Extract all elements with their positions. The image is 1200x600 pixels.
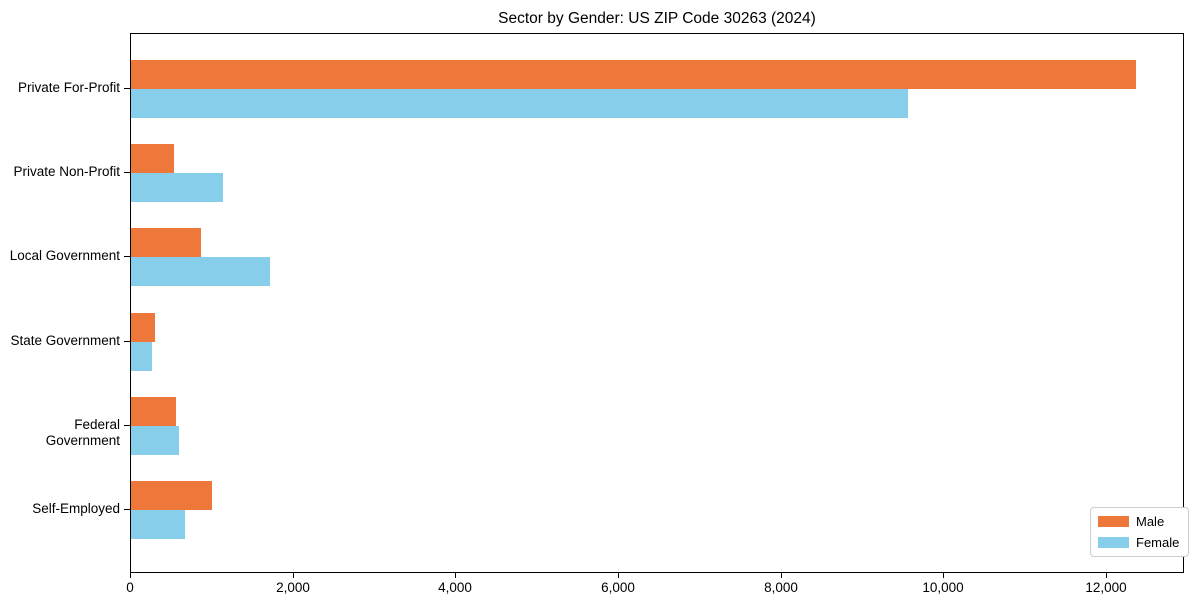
y-tick	[124, 88, 130, 89]
x-tick	[1106, 573, 1107, 578]
bar-female-private-for-profit	[131, 89, 908, 118]
legend: Male Female	[1090, 507, 1190, 557]
x-tick	[943, 573, 944, 578]
y-tick-label: Self-Employed	[32, 501, 120, 516]
bar-female-local-government	[131, 257, 270, 287]
y-tick	[124, 340, 130, 342]
x-tick-label: 4,000	[438, 580, 472, 595]
bar-male-state-government	[131, 312, 155, 342]
legend-label-female: Female	[1136, 535, 1180, 550]
y-tick	[124, 256, 130, 258]
x-tick	[130, 573, 131, 578]
x-tick	[293, 573, 294, 578]
x-tick	[455, 573, 456, 578]
x-tick-label: 8,000	[764, 580, 798, 595]
plot-area	[130, 33, 1184, 573]
bar-male-federal-government	[131, 396, 176, 426]
x-tick-label: 2,000	[276, 580, 310, 595]
bar-male-private-non-profit	[131, 144, 174, 174]
y-tick-label: Federal Government	[45, 416, 120, 448]
bar-female-state-government	[131, 341, 152, 371]
chart-title: Sector by Gender: US ZIP Code 30263 (202…	[498, 10, 816, 27]
bar-male-private-for-profit	[131, 60, 1136, 89]
y-tick-label: Private For-Profit	[17, 80, 120, 95]
x-tick-label: 12,000	[1085, 580, 1127, 595]
bar-male-self-employed	[131, 481, 212, 510]
bar-female-federal-government	[131, 425, 179, 455]
x-tick	[618, 573, 619, 578]
x-tick	[781, 573, 782, 578]
x-tick-label: 10,000	[922, 580, 964, 595]
bar-male-local-government	[131, 228, 201, 258]
legend-label-male: Male	[1136, 514, 1165, 529]
legend-item-male: Male	[1098, 514, 1179, 529]
legend-item-female: Female	[1098, 535, 1179, 550]
y-tick-label: State Government	[10, 332, 120, 348]
x-tick-label: 0	[126, 580, 134, 595]
bar-female-self-employed	[131, 510, 185, 539]
y-tick-label: Local Government	[9, 248, 120, 264]
y-tick	[124, 424, 130, 426]
bar-female-private-non-profit	[131, 173, 223, 203]
male-swatch	[1098, 516, 1129, 527]
x-tick-label: 6,000	[601, 580, 635, 595]
y-tick-label: Private Non-Profit	[13, 164, 120, 180]
y-tick	[124, 509, 130, 510]
y-tick	[124, 172, 130, 174]
female-swatch	[1098, 537, 1129, 548]
